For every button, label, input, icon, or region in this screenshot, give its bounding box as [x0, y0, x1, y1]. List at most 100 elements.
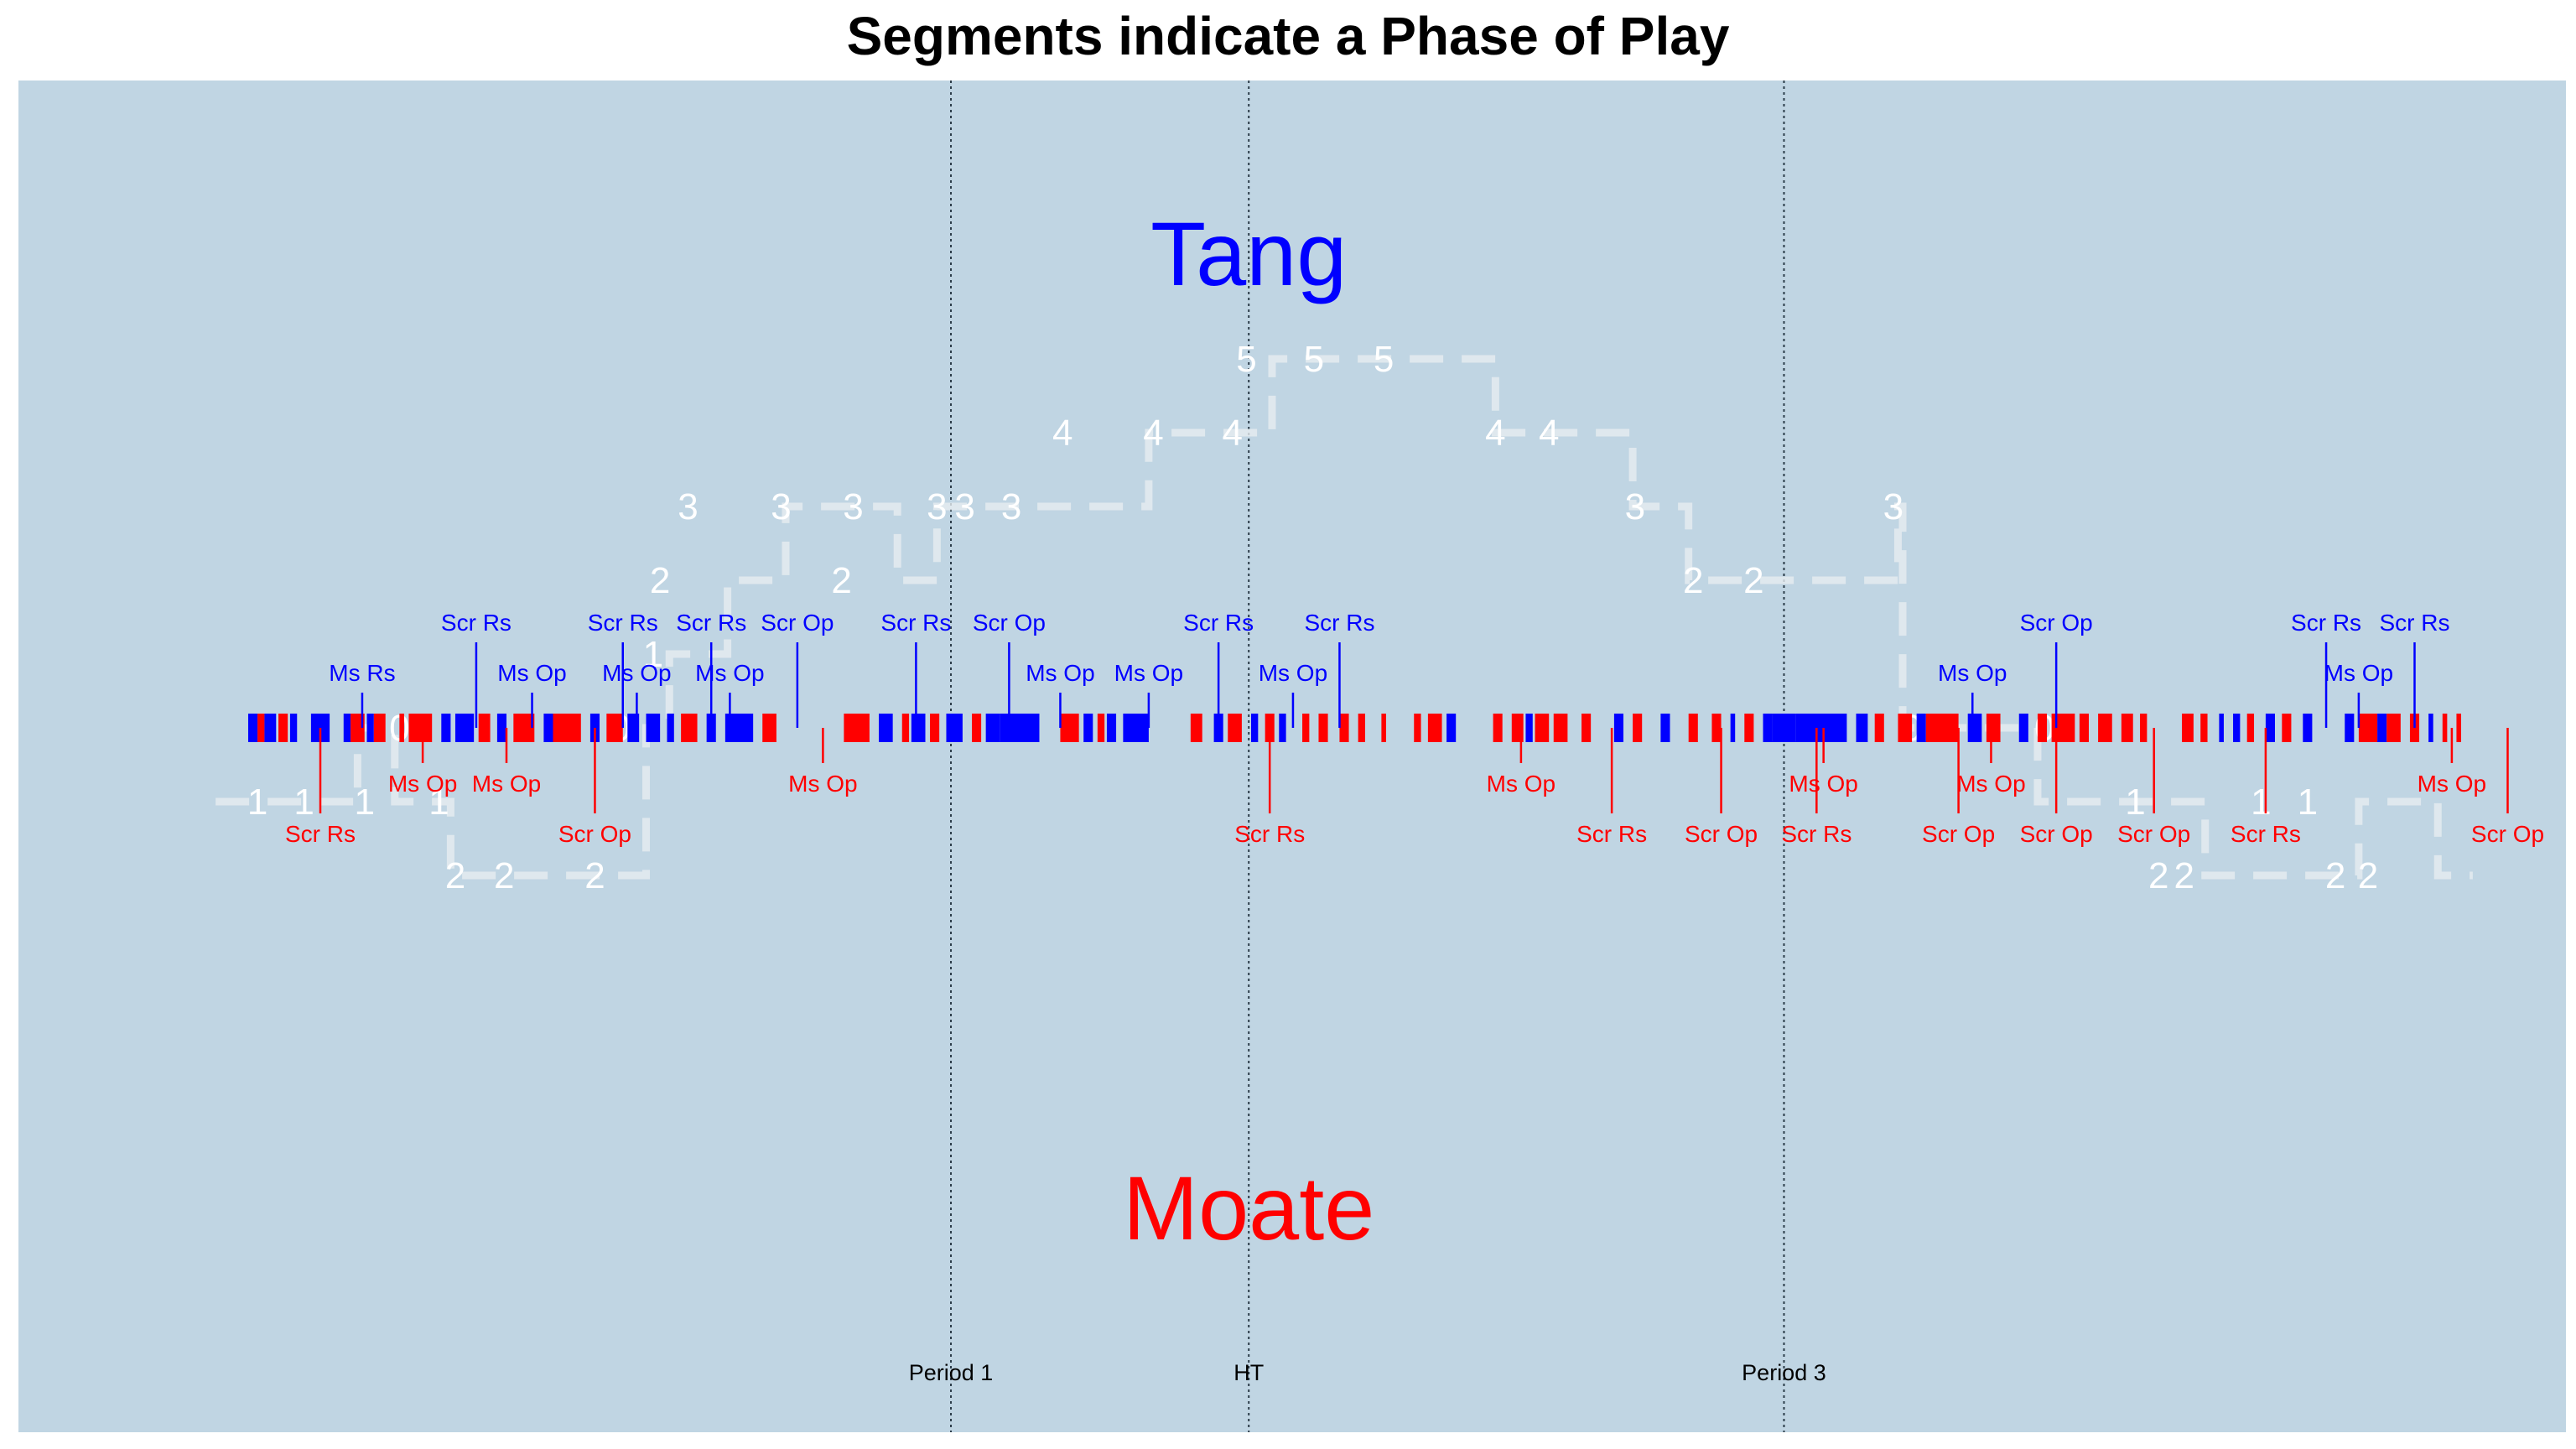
phase-segment-84	[2121, 714, 2133, 742]
margin-label-20: 4	[1223, 413, 1243, 454]
event-label-0: Scr Rs	[285, 821, 356, 847]
phase-segment-29	[879, 714, 893, 742]
phase-segment-12	[441, 714, 451, 742]
event-label-33: Scr Rs	[2291, 610, 2361, 636]
period-label-0: Period 1	[909, 1360, 994, 1385]
phase-segment-75	[1916, 714, 1926, 742]
margin-label-9: 1	[643, 634, 663, 675]
margin-label-0: 1	[247, 782, 267, 823]
phase-segment-14	[478, 714, 491, 742]
phase-segment-17	[543, 714, 553, 742]
phase-segment-59	[1535, 714, 1550, 742]
phase-segment-35	[985, 714, 1000, 742]
phase-segment-78	[1986, 714, 2001, 742]
phase-segment-66	[1711, 714, 1722, 742]
event-label-28: Scr Op	[1922, 821, 1995, 847]
margin-label-13: 2	[831, 560, 851, 601]
phase-segment-69	[1763, 714, 1773, 742]
event-label-10: Ms Op	[695, 660, 764, 686]
event-label-3: Scr Rs	[441, 610, 512, 636]
phase-segment-53	[1414, 714, 1421, 742]
team-label-tang: Tang	[1150, 203, 1347, 304]
margin-label-33: 2	[2148, 855, 2168, 896]
margin-label-21: 5	[1236, 339, 1256, 380]
event-label-34: Ms Op	[2324, 660, 2393, 686]
team-label-moate: Moate	[1123, 1157, 1374, 1259]
phase-segment-51	[1358, 714, 1365, 742]
event-label-20: Scr Rs	[1304, 610, 1374, 636]
phase-segment-0	[247, 714, 258, 742]
phase-segment-94	[2345, 714, 2355, 742]
phase-segment-68	[1744, 714, 1754, 742]
phase-segment-45	[1251, 714, 1259, 742]
phase-segment-100	[2442, 714, 2448, 742]
margin-label-29: 3	[1883, 486, 1903, 527]
margin-label-11: 3	[678, 486, 698, 527]
event-label-26: Ms Op	[1938, 660, 2007, 686]
phase-segment-77	[1967, 714, 1982, 742]
phase-segment-13	[454, 714, 475, 742]
event-label-14: Scr Op	[973, 610, 1046, 636]
phase-segment-30	[901, 714, 910, 742]
phase-segment-27	[762, 714, 776, 742]
phase-segment-70	[1772, 714, 1796, 742]
phase-segment-55	[1446, 714, 1457, 742]
event-label-35: Scr Rs	[2380, 610, 2450, 636]
margin-label-23: 5	[1374, 339, 1394, 380]
event-label-5: Ms Op	[497, 660, 566, 686]
phase-segment-96	[2377, 714, 2387, 742]
phase-segment-90	[2246, 714, 2255, 742]
margin-label-14: 3	[843, 486, 863, 527]
event-label-32: Scr Rs	[2231, 821, 2301, 847]
phase-segment-83	[2098, 714, 2112, 742]
event-label-24: Scr Rs	[1781, 821, 1852, 847]
phase-segment-11	[408, 714, 433, 742]
phase-segment-18	[553, 714, 581, 742]
margin-label-35: 1	[2251, 782, 2271, 823]
phase-segment-4	[289, 714, 298, 742]
margin-label-32: 1	[2125, 782, 2145, 823]
margin-label-28: 2	[1743, 560, 1763, 601]
phase-segment-71	[1795, 714, 1847, 742]
event-label-27: Ms Op	[1956, 771, 2025, 797]
phase-segment-47	[1279, 714, 1286, 742]
margin-label-27: 2	[1683, 560, 1703, 601]
margin-label-34: 2	[2174, 855, 2194, 896]
phase-segment-67	[1730, 714, 1736, 742]
team-labels: Tang Moate	[1123, 203, 1374, 1259]
phase-segment-7	[351, 714, 365, 742]
margin-label-37: 2	[2325, 855, 2345, 896]
phase-segment-81	[2051, 714, 2075, 742]
event-label-19: Ms Op	[1259, 660, 1327, 686]
phase-segment-48	[1302, 714, 1310, 742]
phase-segment-91	[2265, 714, 2275, 742]
margin-label-25: 4	[1539, 413, 1559, 454]
margin-label-22: 5	[1304, 339, 1324, 380]
margin-label-6: 2	[494, 855, 514, 896]
chart-title: Segments indicate a Phase of Play	[846, 6, 1730, 66]
phase-segment-56	[1493, 714, 1503, 742]
event-label-30: Scr Op	[2020, 821, 2093, 847]
phase-segment-9	[373, 714, 386, 742]
phase-segment-44	[1228, 714, 1242, 742]
phase-segment-16	[513, 714, 535, 742]
margin-label-18: 4	[1052, 413, 1072, 454]
phase-segment-6	[343, 714, 351, 742]
event-label-12: Ms Op	[788, 771, 857, 797]
phase-segment-15	[496, 714, 506, 742]
phase-segment-52	[1381, 714, 1386, 742]
phase-segment-34	[972, 714, 982, 742]
phase-segment-50	[1339, 714, 1349, 742]
phase-segment-95	[2358, 714, 2378, 742]
phase-segment-3	[278, 714, 288, 742]
event-label-6: Scr Op	[558, 821, 631, 847]
margin-label-7: 2	[584, 855, 605, 896]
phase-segment-63	[1633, 714, 1643, 742]
phase-segment-36	[1000, 714, 1040, 742]
phase-segment-60	[1553, 714, 1568, 742]
phase-segment-101	[2456, 714, 2461, 742]
plot-panel	[18, 80, 2566, 1432]
period-markers: Period 1 HT Period 3	[909, 80, 1826, 1432]
